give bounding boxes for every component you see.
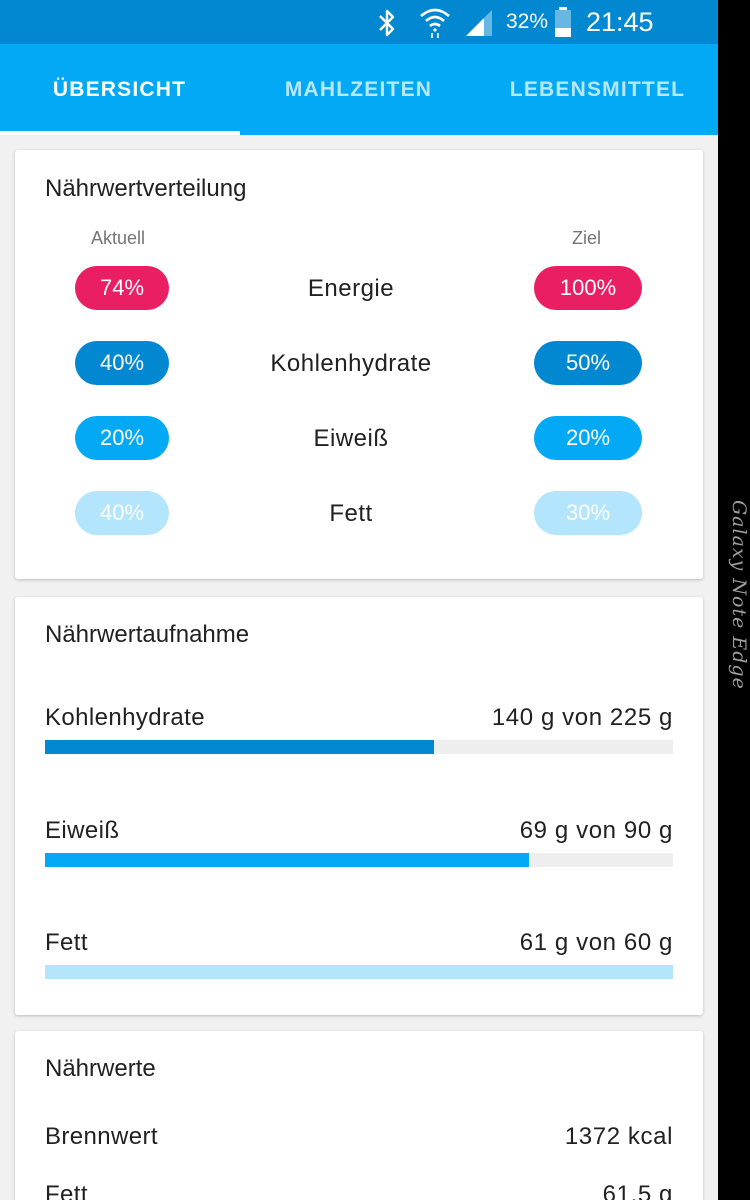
status-bar: 32% 21:45 xyxy=(0,0,718,44)
intake-value: 69 g von 90 g xyxy=(519,817,673,844)
nutrition-values-card: Nährwerte Brennwert 1372 kcal Fett 61,5 … xyxy=(15,1031,703,1200)
signal-icon xyxy=(466,10,492,36)
actual-badge: 20% xyxy=(75,416,169,460)
app-screen: 32% 21:45 ÜBERSICHT MAHLZEITEN LEBENSMIT… xyxy=(0,0,718,1200)
row-label: Kohlenhydrate xyxy=(270,350,432,377)
active-tab-indicator xyxy=(0,131,240,135)
progress-bar xyxy=(45,853,673,867)
bluetooth-icon xyxy=(379,9,395,37)
battery-icon xyxy=(555,7,571,37)
progress-fill xyxy=(45,853,529,867)
intake-value: 61 g von 60 g xyxy=(519,929,673,956)
progress-fill xyxy=(45,740,435,754)
progress-bar xyxy=(45,740,673,754)
progress-fill xyxy=(45,965,673,979)
nutrient-intake-card: Nährwertaufnahme Kohlenhydrate 140 g von… xyxy=(15,597,703,1015)
nutrient-distribution-card: Nährwertverteilung Aktuell Ziel 74% Ener… xyxy=(15,150,703,579)
actual-badge: 40% xyxy=(75,491,169,535)
target-badge: 20% xyxy=(534,416,642,460)
column-header-target: Ziel xyxy=(572,228,602,248)
wifi-icon xyxy=(420,8,450,38)
intake-value: 140 g von 225 g xyxy=(491,704,673,731)
row-label: Eiweiß xyxy=(313,425,389,452)
column-header-actual: Aktuell xyxy=(91,228,146,248)
tab-meals[interactable]: MAHLZEITEN xyxy=(284,77,433,101)
tab-foods[interactable]: LEBENSMITTEL xyxy=(509,77,686,101)
actual-badge: 40% xyxy=(75,341,169,385)
intake-label: Kohlenhydrate xyxy=(45,704,205,731)
intake-label: Fett xyxy=(45,929,88,956)
nutrition-label: Fett xyxy=(45,1181,88,1200)
row-label: Fett xyxy=(329,500,373,527)
target-badge: 30% xyxy=(534,491,642,535)
device-edge-label: Galaxy Note Edge xyxy=(728,500,750,690)
card-title: Nährwertverteilung xyxy=(45,175,247,202)
nutrition-value: 61,5 g xyxy=(602,1181,673,1200)
target-badge: 50% xyxy=(534,341,642,385)
nutrition-value: 1372 kcal xyxy=(564,1123,673,1150)
tab-overview[interactable]: ÜBERSICHT xyxy=(52,77,187,101)
card-title: Nährwertaufnahme xyxy=(45,621,250,648)
intake-label: Eiweiß xyxy=(45,817,120,844)
clock: 21:45 xyxy=(586,7,654,37)
row-label: Energie xyxy=(307,275,395,302)
progress-bar xyxy=(45,965,673,979)
target-badge: 100% xyxy=(534,266,642,310)
card-title: Nährwerte xyxy=(45,1055,156,1082)
actual-badge: 74% xyxy=(75,266,169,310)
tab-bar: ÜBERSICHT MAHLZEITEN LEBENSMITTEL xyxy=(0,44,718,135)
battery-percent: 32% xyxy=(506,10,549,33)
nutrition-label: Brennwert xyxy=(45,1123,158,1150)
